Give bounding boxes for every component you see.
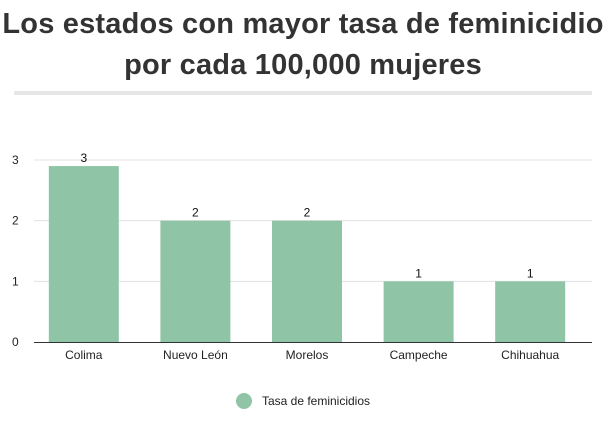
- bar: [48, 166, 119, 342]
- x-tick-label: Colima: [65, 348, 103, 362]
- bar: [272, 220, 342, 342]
- bar: [495, 281, 566, 342]
- chart-title-line-1: Los estados con mayor tasa de feminicidi…: [2, 8, 604, 40]
- legend-label: Tasa de feminicidios: [261, 394, 371, 408]
- bar-chart: 0 1 2 3 3 Colima 2 Nuevo León 2 Morelos 1 Campeche 1…: [12, 151, 592, 362]
- bar: [383, 281, 454, 342]
- bar-value-label: 1: [415, 266, 422, 280]
- bar-value-label: 2: [304, 206, 311, 220]
- x-tick-label: Campeche: [390, 348, 448, 362]
- y-tick-label: 3: [12, 153, 19, 167]
- chart-title: Los estados con mayor tasa de feminicidi…: [0, 4, 606, 86]
- y-tick-label: 1: [12, 274, 19, 288]
- legend-swatch: [235, 393, 252, 409]
- chart-legend[interactable]: Tasa de feminicidios: [0, 391, 606, 411]
- x-tick-label: Nuevo León: [163, 348, 228, 362]
- bar-value-label: 1: [527, 266, 534, 280]
- bar-value-label: 2: [192, 206, 199, 220]
- bar-value-label: 3: [80, 151, 87, 165]
- x-tick-label: Morelos: [286, 348, 329, 362]
- y-tick-label: 2: [12, 214, 19, 228]
- chart-title-line-2: por cada 100,000 mujeres: [124, 49, 482, 81]
- x-tick-label: Chihuahua: [501, 348, 559, 362]
- bar: [160, 220, 231, 342]
- title-divider: [14, 91, 592, 95]
- y-tick-label: 0: [12, 335, 19, 349]
